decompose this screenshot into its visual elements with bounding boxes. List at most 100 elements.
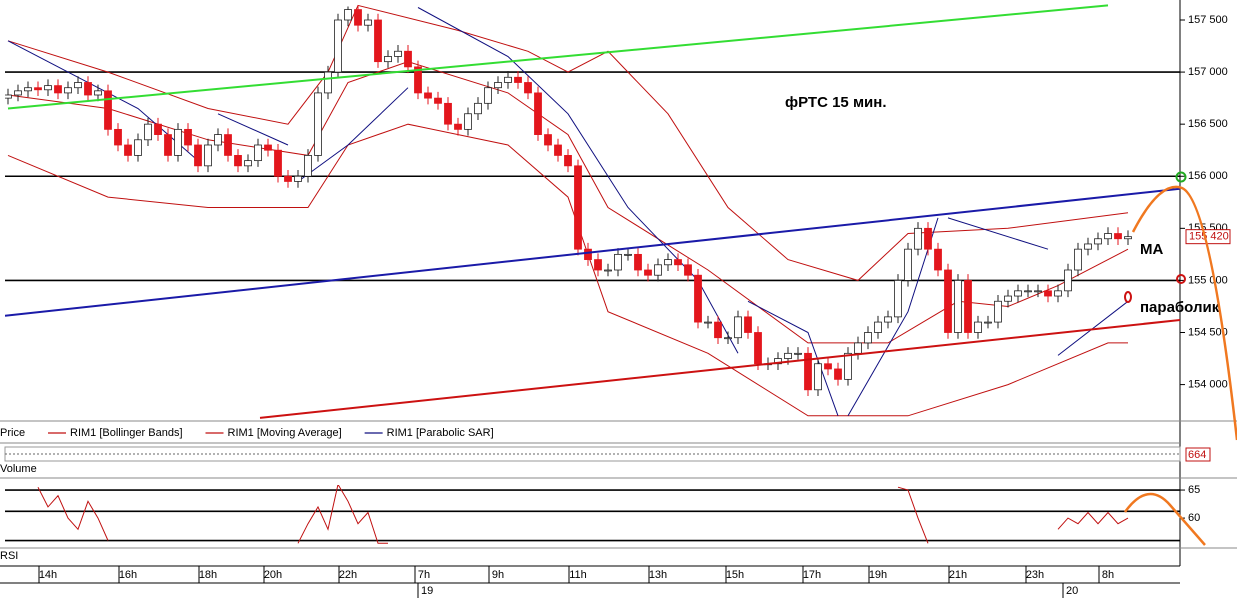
x-tick-label: 16h: [119, 569, 137, 581]
candle-body: [444, 102, 452, 125]
candle-body: [474, 102, 482, 115]
volume-box: [1185, 447, 1211, 462]
candle-body: [34, 87, 42, 91]
marker: [1124, 291, 1132, 303]
legend-label: RIM1 [Bollinger Bands]: [70, 427, 183, 439]
candle-body: [344, 9, 352, 21]
candle-body: [144, 123, 152, 141]
candle-body: [1104, 233, 1112, 240]
candle-body: [164, 134, 172, 156]
candle-body: [324, 71, 332, 94]
candle-body: [954, 280, 962, 333]
candle-body: [994, 300, 1002, 323]
price-pane: [5, 4, 1180, 419]
rsi-arrow: [1123, 493, 1206, 546]
candle-body: [94, 90, 102, 96]
candle-body: [724, 337, 732, 340]
candle-body: [514, 76, 522, 83]
candle-body: [884, 316, 892, 323]
candle-body: [594, 259, 602, 271]
candle-body: [864, 332, 872, 344]
candle-body: [484, 87, 492, 104]
forecast-arrow: [1131, 185, 1237, 441]
candle-body: [54, 85, 62, 94]
candle-body: [1034, 290, 1042, 293]
candle-body: [554, 144, 562, 156]
rsi-tick-label: 65: [1188, 484, 1200, 496]
candle-body: [984, 321, 992, 324]
indicator-line: [7, 7, 1129, 417]
candle-body: [354, 9, 362, 26]
volume-label: Volume: [0, 463, 37, 475]
candle-body: [1014, 290, 1022, 297]
candle-body: [494, 82, 502, 89]
candle-body: [314, 92, 322, 156]
x-tick-label: 15h: [726, 569, 744, 581]
candle-body: [244, 160, 252, 167]
candle-body: [1114, 233, 1122, 240]
candle-body: [74, 82, 82, 89]
candle-body: [564, 155, 572, 167]
candle-body: [674, 259, 682, 266]
candle-body: [454, 123, 462, 130]
candle-body: [24, 87, 32, 92]
rsi-label: RSI: [0, 550, 18, 562]
candle-body: [854, 342, 862, 354]
candle-body: [1064, 269, 1072, 292]
candle-body: [224, 134, 232, 156]
x-tick-label: 14h: [39, 569, 57, 581]
candle-body: [804, 352, 812, 391]
candle-body: [614, 253, 622, 271]
candle-body: [114, 128, 122, 146]
candle-body: [1124, 236, 1132, 240]
x-tick-label: 7h: [418, 569, 430, 581]
candle-body: [744, 316, 752, 333]
candle-body: [304, 155, 312, 177]
candle-body: [294, 175, 302, 182]
y-tick-label: 156 000: [1188, 170, 1228, 182]
date-label: 20: [1066, 585, 1078, 597]
candle-body: [364, 19, 372, 26]
x-tick-label: 9h: [492, 569, 504, 581]
trendline: [5, 187, 1180, 317]
candle-body: [5, 94, 12, 99]
candle-body: [694, 274, 702, 323]
legend-label: RIM1 [Parabolic SAR]: [387, 427, 494, 439]
marker: [1176, 274, 1186, 284]
y-tick-label: 156 500: [1188, 118, 1228, 130]
candle-body: [1094, 238, 1102, 245]
legend-label: RIM1 [Moving Average]: [228, 427, 342, 439]
annotation-title: фРТС 15 мин.: [785, 94, 887, 111]
candle-body: [604, 269, 612, 272]
candle-body: [624, 253, 632, 256]
candle-body: [544, 134, 552, 146]
y-tick-label: 155 000: [1188, 274, 1228, 286]
annotation-ma: МА: [1140, 241, 1163, 258]
candle-body: [124, 144, 132, 156]
candle-body: [284, 175, 292, 182]
candle-body: [714, 321, 722, 339]
candle-body: [814, 363, 822, 391]
y-tick-label: 154 000: [1188, 378, 1228, 390]
candle-body: [634, 253, 642, 271]
x-tick-label: 8h: [1102, 569, 1114, 581]
x-tick-label: 11h: [569, 569, 587, 581]
annotation-sar: параболик: [1140, 299, 1220, 316]
candle-body: [64, 87, 72, 94]
x-tick-label: 23h: [1026, 569, 1044, 581]
legend-price: Price: [0, 427, 25, 439]
trendline: [259, 319, 1180, 419]
trendline: [7, 4, 1109, 110]
candle-body: [834, 368, 842, 380]
y-tick-label: 157 000: [1188, 66, 1228, 78]
candle-body: [194, 144, 202, 167]
candle-body: [334, 19, 342, 73]
date-label: 19: [421, 585, 433, 597]
candle-body: [394, 50, 402, 57]
rsi-line: [37, 485, 1129, 544]
x-tick-label: 21h: [949, 569, 967, 581]
x-tick-label: 18h: [199, 569, 217, 581]
candle-body: [534, 92, 542, 135]
